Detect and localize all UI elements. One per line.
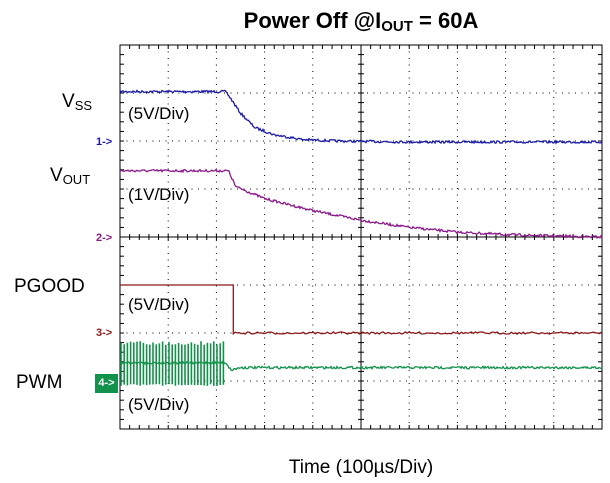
ch3-marker: 3-> [96,327,113,339]
pgood-scale: (5V/Div) [128,295,190,314]
pwm-scale: (5V/Div) [128,395,190,414]
ch2-marker: 2-> [96,232,113,244]
vout-label: VOUT [50,165,91,187]
trace-pgood [120,284,602,336]
traces [119,89,603,386]
vss-label: VSS [62,91,93,113]
x-axis-label: Time (100µs/Div) [288,457,434,478]
pwm-label: PWM [16,372,63,393]
pgood-label: PGOOD [14,276,85,297]
grid [119,44,603,430]
pwm-switching-burst [120,341,225,386]
ch4-marker: 4-> [95,374,118,393]
trace-vss [119,89,603,145]
vss-scale: (5V/Div) [128,104,190,123]
vout-scale: (1V/Div) [128,185,190,204]
ch1-marker: 1-> [96,136,113,148]
chart-title: Power Off @IOUT = 60A [243,8,479,35]
trace-vout [119,168,603,239]
